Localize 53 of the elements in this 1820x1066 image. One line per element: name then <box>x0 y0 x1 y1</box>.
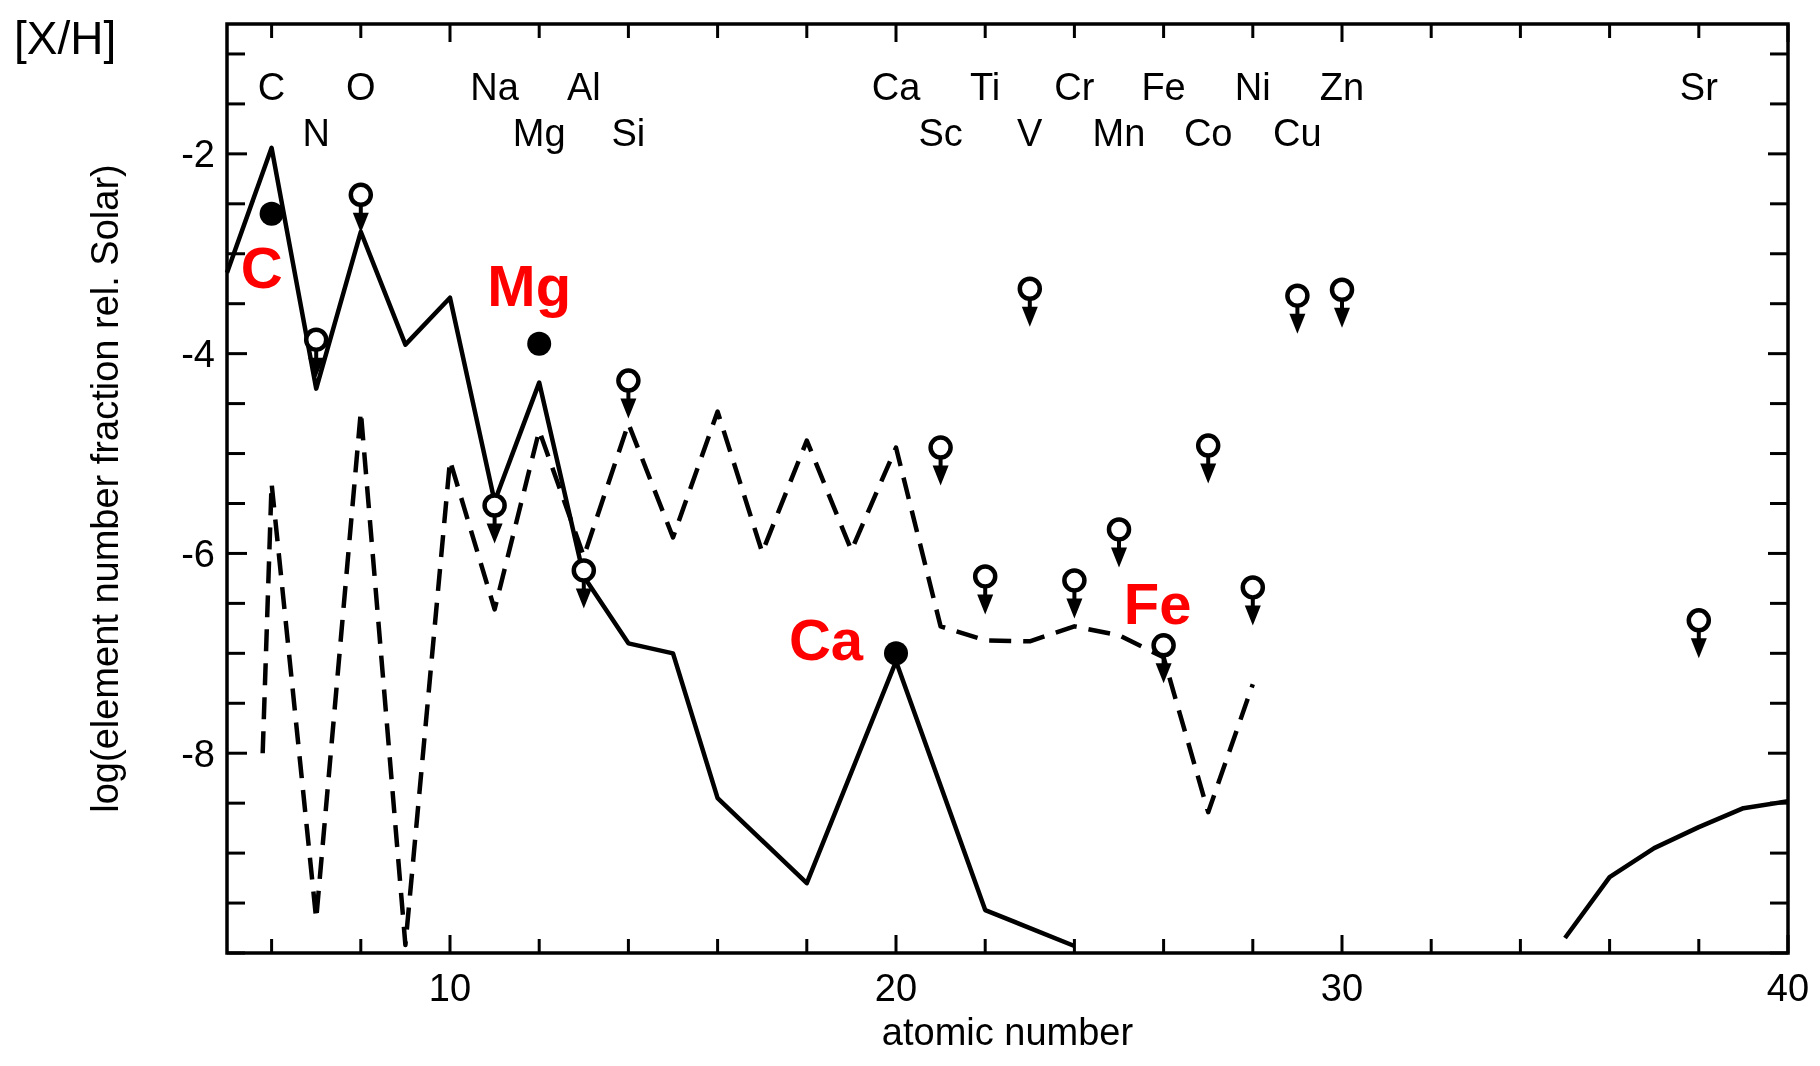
point <box>972 564 998 589</box>
annotation: Al <box>566 66 601 108</box>
annotation: Fe <box>1141 66 1186 108</box>
point <box>1285 283 1310 308</box>
point <box>482 493 507 518</box>
point <box>1240 575 1266 600</box>
x-axis-title: atomic number <box>881 1011 1134 1053</box>
annotation: N <box>302 112 330 154</box>
point <box>571 558 597 583</box>
annotation: C <box>257 66 286 108</box>
annotation: Cu <box>1273 112 1322 154</box>
y-axis-title: log(element number fraction rel. Solar) <box>84 164 126 813</box>
annotation: Si <box>611 112 646 154</box>
point <box>1151 633 1176 658</box>
point <box>1195 433 1221 458</box>
point <box>259 201 284 226</box>
point <box>1062 568 1087 593</box>
x-tick-label: 20 <box>874 967 918 1009</box>
annotation: Sr <box>1679 66 1719 108</box>
y-tick-label: -4 <box>181 332 215 375</box>
annotation: Zn <box>1319 66 1365 108</box>
annotation: Mg <box>512 112 566 154</box>
x-tick-label: 30 <box>1320 967 1364 1009</box>
annotation: Ti <box>970 66 1001 108</box>
x-tick-label: 40 <box>1766 967 1810 1009</box>
annotation: V <box>1017 112 1044 154</box>
annotation: Mg <box>487 252 572 318</box>
annotation: Sc <box>918 112 963 154</box>
annotation: Ca <box>788 606 864 672</box>
point <box>928 435 953 460</box>
text: [X/H] <box>14 12 117 64</box>
annotation: Mn <box>1092 112 1146 154</box>
annotation: Fe <box>1123 570 1192 636</box>
annotation: O <box>346 66 376 108</box>
annotation: Cr <box>1054 66 1095 108</box>
point <box>1686 608 1712 633</box>
annotation: Na <box>470 66 520 108</box>
y-tick-label: -8 <box>181 732 215 775</box>
y-tick-label: -2 <box>181 133 215 176</box>
point <box>1329 277 1355 302</box>
point <box>616 368 641 393</box>
y-tick-label: -6 <box>181 532 215 575</box>
point <box>1017 276 1043 301</box>
x-tick-label: 10 <box>428 967 472 1009</box>
point <box>1106 517 1132 542</box>
annotation: Ni <box>1234 66 1271 108</box>
point <box>884 641 908 666</box>
point <box>348 182 374 208</box>
point <box>527 331 552 356</box>
annotation: Ca <box>871 66 922 108</box>
annotation: Co <box>1183 112 1233 154</box>
point <box>303 327 329 352</box>
annotation: C <box>240 235 283 301</box>
